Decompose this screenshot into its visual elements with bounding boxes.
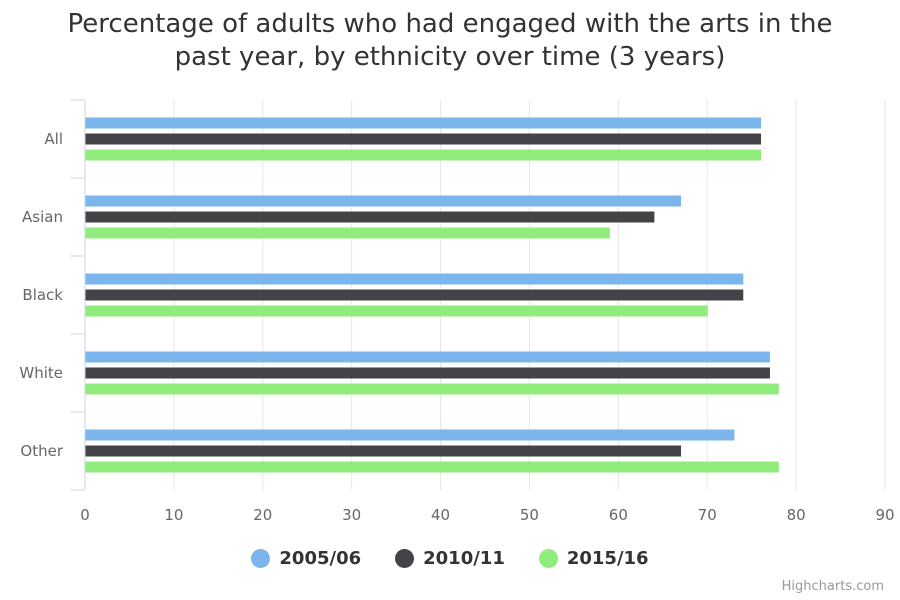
legend: 2005/06 2010/11 2015/16 [0, 548, 900, 569]
bar [85, 351, 770, 363]
legend-marker-icon [395, 549, 415, 568]
chart-title: Percentage of adults who had engaged wit… [0, 8, 900, 74]
x-tick-label: 90 [875, 506, 894, 524]
legend-item[interactable]: 2005/06 [251, 548, 361, 569]
bar [85, 383, 779, 395]
bar [85, 227, 610, 239]
chart-title-line-2: past year, by ethnicity over time (3 yea… [174, 42, 726, 72]
legend-item[interactable]: 2010/11 [395, 548, 505, 569]
legend-marker-icon [538, 549, 558, 568]
bar [85, 273, 744, 285]
bar [85, 429, 735, 441]
bar [85, 445, 682, 457]
bar [85, 289, 744, 301]
chart-title-line-1: Percentage of adults who had engaged wit… [67, 9, 833, 39]
legend-label: 2005/06 [279, 548, 362, 569]
category-label: All [44, 130, 63, 148]
legend-label: 2015/16 [566, 548, 649, 569]
bar [85, 367, 770, 379]
legend-label: 2010/11 [423, 548, 505, 569]
credits-link[interactable]: Highcharts.com [781, 579, 884, 594]
category-label: Other [20, 442, 63, 460]
category-label: Black [22, 286, 63, 304]
bar [85, 211, 655, 223]
category-label: Asian [22, 208, 63, 226]
category-label: White [19, 364, 63, 382]
legend-marker-icon [251, 549, 271, 568]
bar [85, 461, 779, 473]
x-tick-label: 0 [80, 506, 90, 524]
x-tick-label: 20 [253, 506, 272, 524]
x-tick-label: 10 [164, 506, 183, 524]
bar [85, 117, 762, 129]
x-tick-label: 80 [787, 506, 806, 524]
bar [85, 195, 682, 207]
x-tick-label: 60 [609, 506, 628, 524]
bar [85, 305, 708, 317]
x-tick-label: 50 [520, 506, 539, 524]
legend-item[interactable]: 2015/16 [538, 548, 649, 569]
x-tick-label: 30 [342, 506, 361, 524]
bar [85, 133, 762, 145]
x-tick-label: 40 [431, 506, 450, 524]
x-tick-label: 70 [698, 506, 717, 524]
bar [85, 149, 762, 161]
